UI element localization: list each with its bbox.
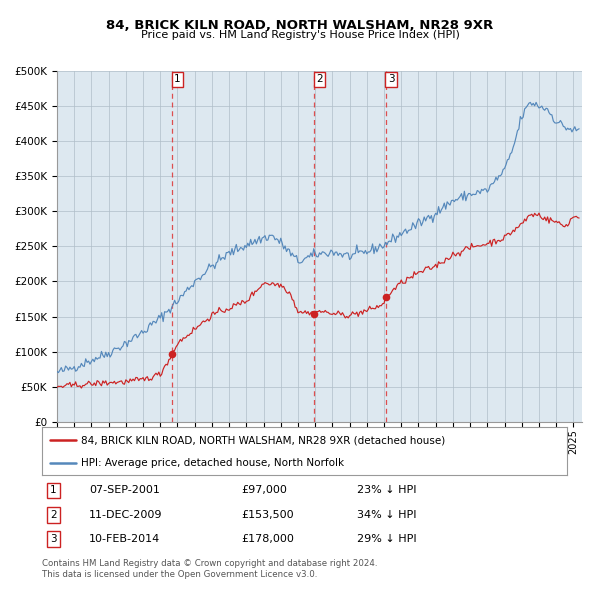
Text: Price paid vs. HM Land Registry's House Price Index (HPI): Price paid vs. HM Land Registry's House … <box>140 30 460 40</box>
Text: 07-SEP-2001: 07-SEP-2001 <box>89 486 160 496</box>
Text: 29% ↓ HPI: 29% ↓ HPI <box>357 534 416 544</box>
Text: £97,000: £97,000 <box>241 486 287 496</box>
Text: Contains HM Land Registry data © Crown copyright and database right 2024.: Contains HM Land Registry data © Crown c… <box>42 559 377 568</box>
Text: 10-FEB-2014: 10-FEB-2014 <box>89 534 161 544</box>
Text: HPI: Average price, detached house, North Norfolk: HPI: Average price, detached house, Nort… <box>82 458 344 468</box>
Text: 3: 3 <box>388 74 395 84</box>
Text: 3: 3 <box>50 534 57 544</box>
Text: 84, BRICK KILN ROAD, NORTH WALSHAM, NR28 9XR (detached house): 84, BRICK KILN ROAD, NORTH WALSHAM, NR28… <box>82 435 446 445</box>
Text: 11-DEC-2009: 11-DEC-2009 <box>89 510 163 520</box>
Text: 34% ↓ HPI: 34% ↓ HPI <box>357 510 416 520</box>
Text: 1: 1 <box>174 74 181 84</box>
Text: 2: 2 <box>316 74 323 84</box>
Text: 84, BRICK KILN ROAD, NORTH WALSHAM, NR28 9XR: 84, BRICK KILN ROAD, NORTH WALSHAM, NR28… <box>106 19 494 32</box>
Text: £178,000: £178,000 <box>241 534 295 544</box>
Text: This data is licensed under the Open Government Licence v3.0.: This data is licensed under the Open Gov… <box>42 570 317 579</box>
Text: 1: 1 <box>50 486 57 496</box>
Text: 23% ↓ HPI: 23% ↓ HPI <box>357 486 416 496</box>
Text: 2: 2 <box>50 510 57 520</box>
Text: £153,500: £153,500 <box>241 510 294 520</box>
